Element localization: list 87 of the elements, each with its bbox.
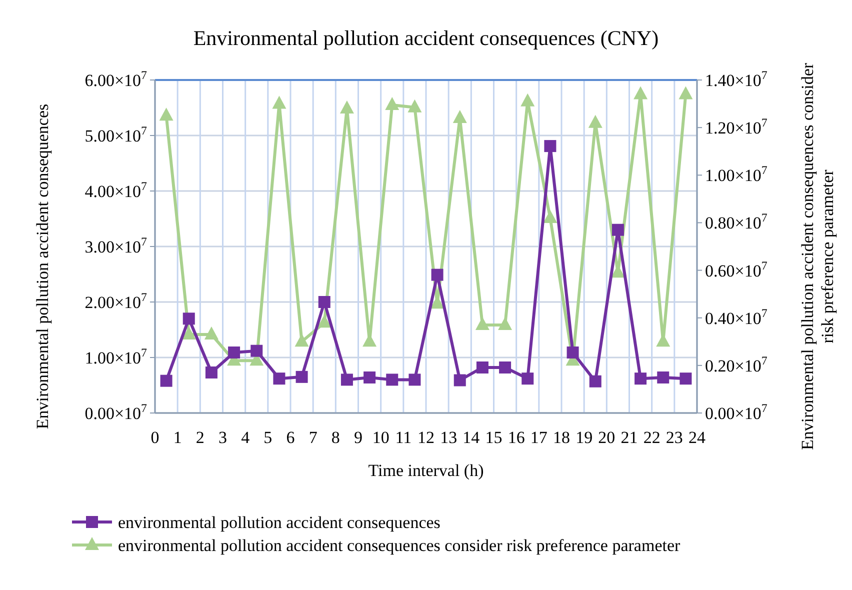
y-tick-label: 1.00×10$^{7}$: [84, 346, 148, 368]
legend-label: environmental pollution accident consequences: [118, 513, 440, 532]
point: [452, 110, 467, 124]
x-tick-label: 16: [508, 428, 525, 447]
x-tick-label: 6: [286, 428, 295, 447]
x-tick-label: 14: [462, 428, 480, 447]
point: [680, 372, 692, 385]
point: [205, 366, 218, 378]
point: [204, 326, 218, 340]
y2-tick-label: 1.40×10$^{7}$: [705, 68, 768, 90]
x-tick-label: 13: [440, 428, 458, 447]
x-tick-label: 23: [666, 428, 683, 447]
y2-tick-label: 0.20×10$^{7}$: [705, 353, 768, 376]
point: [364, 371, 376, 384]
point: [566, 346, 579, 359]
point: [272, 96, 286, 109]
y-tick-label: 2.00×10$^{7}$: [84, 290, 148, 312]
point: [499, 361, 512, 374]
y-tick-label: 0.00×10$^{7}$: [84, 401, 148, 423]
point: [544, 140, 556, 152]
point: [318, 296, 330, 308]
point: [520, 93, 535, 106]
y-axis-title: Environmental pollution accident consequences: [33, 104, 52, 430]
x-tick-label: 21: [620, 428, 638, 447]
point: [657, 371, 670, 384]
point: [317, 314, 332, 328]
point: [431, 268, 444, 281]
x-tick-label: 3: [218, 428, 227, 447]
x-tick-label: 20: [598, 428, 616, 447]
point: [182, 312, 195, 325]
x-tick-label: 2: [196, 428, 204, 447]
point: [678, 86, 693, 100]
x-tick-label: 10: [372, 428, 390, 447]
point: [250, 344, 263, 357]
point: [612, 224, 624, 236]
point: [543, 210, 558, 223]
y2-tick-label: 0.40×10$^{7}$: [705, 306, 768, 328]
x-tick-label: 4: [241, 428, 250, 447]
y-tick-label: 3.00×10$^{7}$: [84, 234, 148, 256]
x-tick-label: 19: [576, 428, 593, 447]
x-tick-label: 5: [264, 428, 272, 447]
point: [160, 374, 172, 387]
x-tick-label: 12: [418, 428, 434, 447]
point: [408, 374, 421, 386]
y2-tick-label: 1.00×10$^{7}$: [705, 163, 768, 186]
x-tick-label: 24: [688, 428, 706, 447]
point: [475, 316, 490, 330]
x-tick-label: 18: [553, 428, 570, 447]
legend-label: environmental pollution accident consequences consider risk preference parameter: [118, 536, 681, 555]
point: [340, 100, 354, 114]
y2-tick-label: 0.60×10$^{7}$: [705, 258, 768, 280]
y-tick-label: 6.00×10$^{7}$: [84, 68, 148, 90]
point: [454, 374, 466, 386]
x-tick-label: 9: [354, 428, 362, 447]
x-axis-title: Time interval (h): [368, 461, 484, 480]
y2-axis-title: Environmental pollution accident consequences consider risk preference parameter: [798, 62, 837, 450]
point: [296, 370, 308, 383]
y2-tick-label: 0.00×10$^{7}$: [705, 401, 768, 423]
x-tick-label: 7: [308, 428, 318, 447]
point: [385, 96, 400, 110]
y-tick-label: 5.00×10$^{7}$: [84, 124, 148, 146]
point: [408, 99, 422, 112]
x-tick-label: 15: [485, 428, 502, 447]
x-tick-label: 1: [173, 428, 182, 447]
x-tick-label: 22: [643, 428, 660, 447]
point: [476, 361, 488, 374]
point: [498, 316, 512, 330]
point: [228, 346, 240, 359]
chart-title: Environmental pollution accident consequences (CNY): [193, 26, 659, 50]
point: [182, 326, 196, 340]
x-tick-label: 8: [331, 428, 340, 447]
point: [522, 372, 534, 385]
point: [634, 86, 648, 100]
point: [589, 375, 602, 388]
point: [588, 114, 602, 128]
point: [386, 374, 398, 386]
point: [159, 108, 174, 121]
point: [634, 372, 647, 385]
point: [340, 374, 353, 386]
point: [294, 334, 309, 347]
y-tick-label: 4.00×10$^{7}$: [84, 179, 148, 201]
x-tick-label: 11: [395, 428, 412, 447]
y2-tick-label: 1.20×10$^{7}$: [705, 116, 768, 138]
point: [273, 372, 286, 385]
x-tick-label: 17: [530, 428, 548, 447]
y2-tick-label: 0.80×10$^{7}$: [705, 210, 768, 233]
x-tick-label: 0: [150, 428, 160, 447]
